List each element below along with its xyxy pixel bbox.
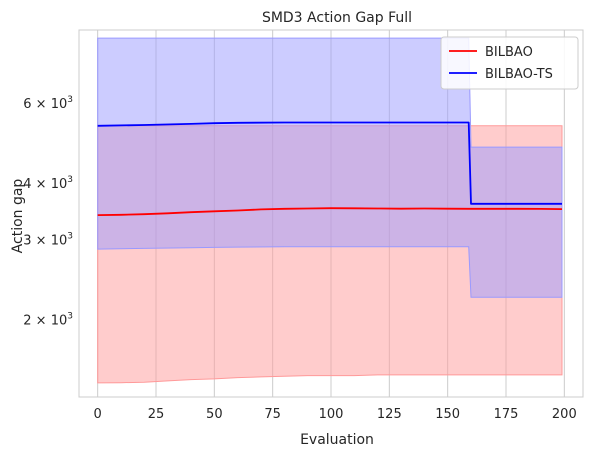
plot-frame — [78, 29, 584, 398]
y-axis-title: Action gap — [10, 179, 26, 254]
x-tick-label: 50 — [206, 407, 223, 422]
chart-title: SMD3 Action Gap Full — [262, 10, 412, 26]
band-layer — [97, 37, 563, 384]
y-tick-label: 3 × 103 — [23, 232, 73, 249]
x-axis: 0 25 50 75 100 125 150 175 200 — [94, 407, 577, 422]
x-tick-label: 150 — [435, 407, 460, 422]
y-tick-label: 2 × 103 — [23, 312, 73, 329]
x-tick-label: 75 — [264, 407, 281, 422]
y-axis: 2 × 103 3 × 103 4 × 103 6 × 103 — [23, 95, 73, 328]
x-tick-label: 175 — [494, 407, 519, 422]
bilbao-ts-confidence-band — [97, 37, 563, 298]
x-tick-label: 200 — [552, 407, 577, 422]
legend-box — [440, 36, 579, 90]
legend: BILBAO BILBAO-TS — [440, 36, 579, 90]
line-layer — [97, 121, 563, 216]
legend-label-bilbao-ts: BILBAO-TS — [485, 67, 553, 82]
bilbao-ts-series-line — [97, 121, 562, 205]
legend-label-bilbao: BILBAO — [485, 45, 533, 60]
y-tick-label: 6 × 103 — [23, 95, 73, 112]
bilbao-series-line — [97, 207, 563, 216]
x-tick-label: 25 — [148, 407, 165, 422]
plot-area — [78, 29, 584, 398]
x-tick-label: 125 — [377, 407, 402, 422]
y-tick-label: 4 × 103 — [23, 175, 73, 192]
x-axis-title: Evaluation — [300, 432, 374, 448]
x-tick-label: 100 — [319, 407, 344, 422]
x-tick-label: 0 — [94, 407, 102, 422]
